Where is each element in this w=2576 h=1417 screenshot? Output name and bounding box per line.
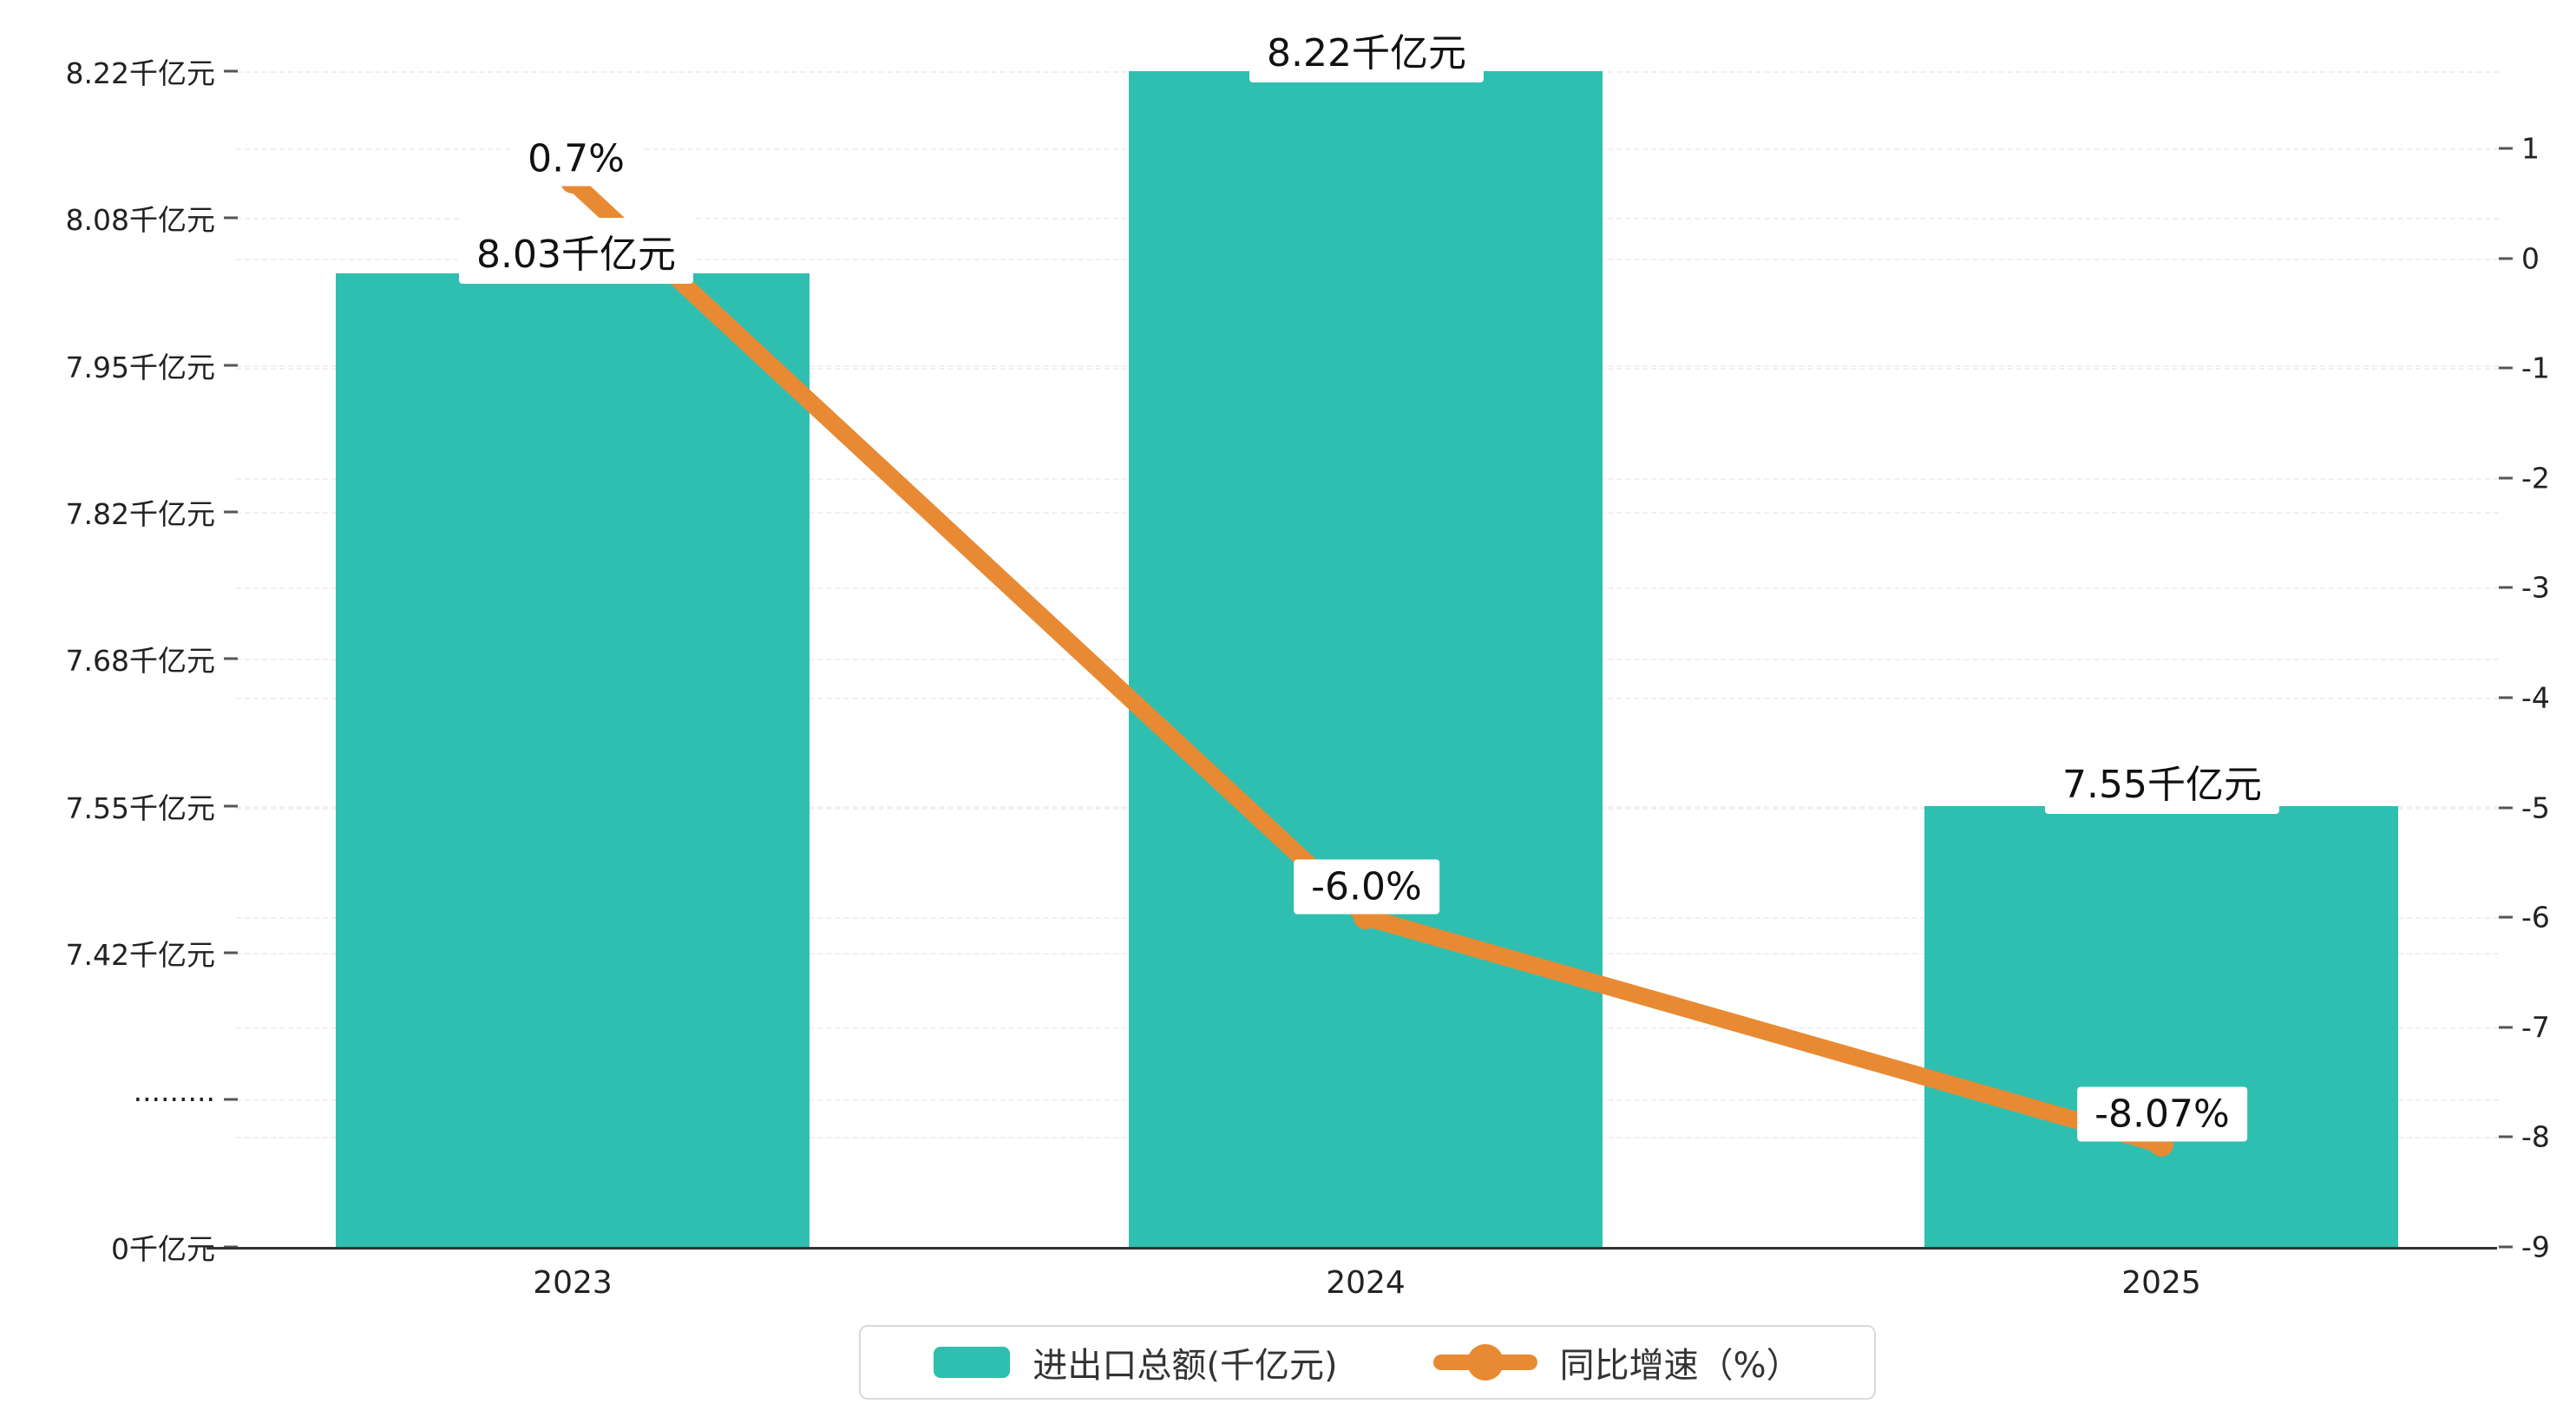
left-tick-mark bbox=[224, 510, 238, 514]
line-value-label-2024: -6.0% bbox=[1294, 859, 1439, 915]
legend-label-line-series: 同比增速（%） bbox=[1559, 1346, 1801, 1386]
legend-label-bar-series: 进出口总额(千亿元) bbox=[1032, 1346, 1338, 1386]
legend-item-bar-series[interactable]: 进出口总额(千亿元) bbox=[934, 1337, 1338, 1387]
right-tick-mark bbox=[2499, 147, 2513, 150]
bar-2025[interactable] bbox=[1924, 806, 2398, 1247]
left-tick-mark bbox=[224, 804, 238, 808]
line-value-label-2025: -8.07% bbox=[2077, 1086, 2247, 1142]
right-tick-mark bbox=[2499, 806, 2513, 810]
right-axis-tick-label: 0 bbox=[2521, 241, 2540, 276]
right-axis-tick-label: -6 bbox=[2521, 900, 2550, 935]
left-axis-tick-label: 8.08千亿元 bbox=[65, 203, 215, 237]
line-series-swatch bbox=[1432, 1342, 1537, 1382]
x-tick-2024: 2024 bbox=[1326, 1265, 1406, 1301]
left-tick-mark bbox=[224, 364, 238, 367]
line-swatch-dot bbox=[1466, 1344, 1504, 1381]
right-tick-mark bbox=[2499, 257, 2513, 260]
bar-2023[interactable] bbox=[336, 273, 810, 1247]
left-axis-tick-label: 7.55千亿元 bbox=[65, 791, 215, 825]
right-axis-tick-label: -8 bbox=[2521, 1119, 2550, 1154]
right-tick-mark bbox=[2499, 586, 2513, 589]
left-tick-mark bbox=[224, 216, 238, 220]
right-tick-mark bbox=[2499, 476, 2513, 480]
left-axis-tick-label: 8.22千亿元 bbox=[65, 56, 215, 90]
legend-item-line-series[interactable]: 同比增速（%） bbox=[1432, 1337, 1801, 1387]
legend: 进出口总额(千亿元) 同比增速（%） bbox=[859, 1325, 1876, 1400]
x-tick-2023: 2023 bbox=[533, 1265, 613, 1301]
right-tick-mark bbox=[2499, 1135, 2513, 1138]
line-value-label-2023: 0.7% bbox=[510, 131, 642, 187]
right-tick-mark bbox=[2499, 1026, 2513, 1029]
left-axis-break-dots: ········· bbox=[133, 1082, 215, 1117]
left-tick-mark bbox=[224, 1098, 238, 1101]
left-axis-tick-label: 7.42千亿元 bbox=[65, 938, 215, 972]
left-axis-tick-label: 7.95千亿元 bbox=[65, 351, 215, 384]
left-tick-mark bbox=[224, 657, 238, 660]
x-tick-2025: 2025 bbox=[2121, 1265, 2201, 1301]
right-tick-mark bbox=[2499, 366, 2513, 370]
right-axis-tick-label: -1 bbox=[2521, 351, 2550, 385]
right-axis-tick-label: -3 bbox=[2521, 570, 2550, 605]
right-axis-tick-label: -2 bbox=[2521, 461, 2550, 495]
right-tick-mark bbox=[2499, 696, 2513, 699]
right-tick-mark bbox=[2499, 1245, 2513, 1249]
right-tick-mark bbox=[2499, 915, 2513, 919]
right-axis-tick-label: -9 bbox=[2521, 1230, 2550, 1264]
x-axis-line bbox=[206, 1247, 2497, 1250]
left-axis-tick-label: 7.82千亿元 bbox=[65, 497, 215, 531]
bar-2024[interactable] bbox=[1129, 71, 1603, 1247]
right-axis-tick-label: -7 bbox=[2521, 1010, 2550, 1045]
left-axis-tick-label: 0千亿元 bbox=[111, 1232, 215, 1266]
right-axis-tick-label: -5 bbox=[2521, 791, 2550, 825]
left-tick-mark bbox=[224, 69, 238, 73]
right-axis-tick-label: 1 bbox=[2521, 131, 2540, 166]
right-axis-tick-label: -4 bbox=[2521, 680, 2550, 715]
bar-value-label-2025: 7.55千亿元 bbox=[2045, 748, 2279, 814]
bar-value-label-2024: 8.22千亿元 bbox=[1249, 16, 1484, 82]
left-axis-tick-label: 7.68千亿元 bbox=[65, 644, 215, 678]
bar-value-label-2023: 8.03千亿元 bbox=[459, 218, 693, 284]
left-tick-mark bbox=[224, 951, 238, 955]
bar-series-swatch bbox=[934, 1347, 1011, 1378]
